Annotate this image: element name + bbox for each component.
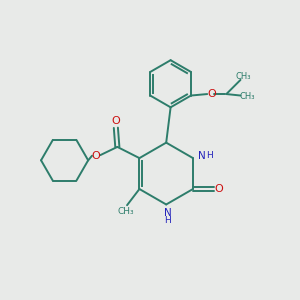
Text: H: H: [206, 151, 212, 160]
Text: O: O: [207, 89, 216, 99]
Text: O: O: [214, 184, 223, 194]
Text: N: N: [198, 151, 206, 161]
Text: O: O: [112, 116, 120, 126]
Text: H: H: [164, 216, 171, 225]
Text: N: N: [164, 208, 172, 218]
Text: CH₃: CH₃: [235, 72, 250, 81]
Text: CH₃: CH₃: [117, 207, 134, 216]
Text: O: O: [91, 151, 100, 161]
Text: CH₃: CH₃: [239, 92, 255, 101]
